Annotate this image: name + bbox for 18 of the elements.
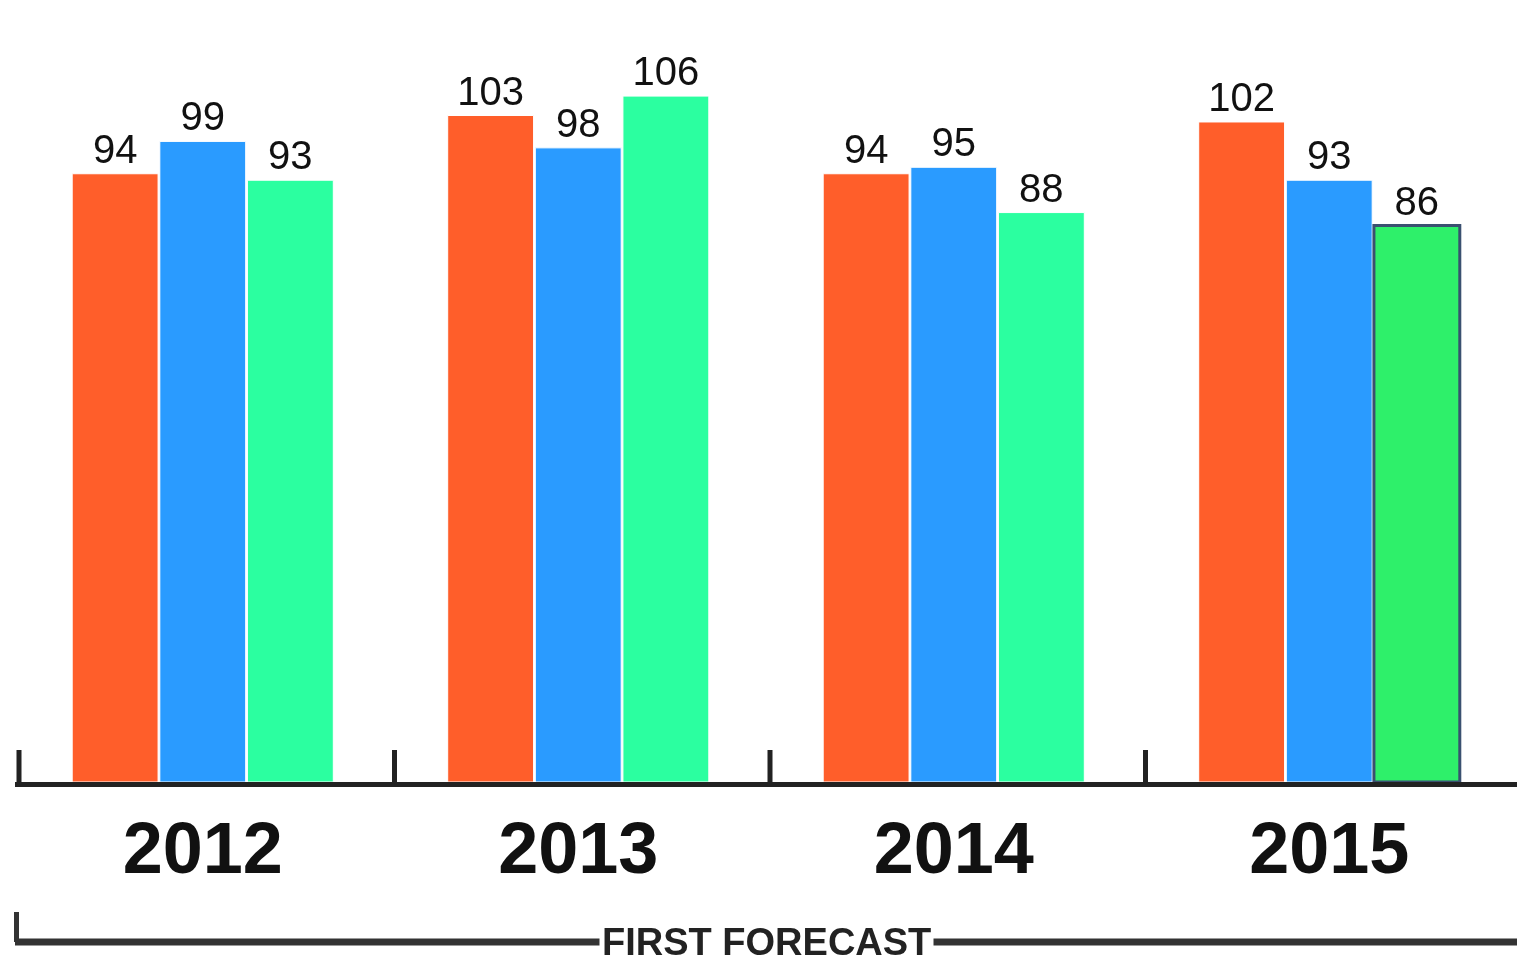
x-tick-label: 2013 xyxy=(498,808,659,889)
x-tick-label: 2014 xyxy=(873,808,1034,889)
x-tick-label: 2015 xyxy=(1249,808,1410,889)
data-label: 93 xyxy=(1307,133,1352,178)
bar xyxy=(1372,224,1462,782)
text: FIRST FORECAST xyxy=(602,921,932,963)
data-label: 102 xyxy=(1208,74,1276,119)
data-label: 103 xyxy=(457,68,525,113)
data-label: 88 xyxy=(1019,165,1064,210)
data-label: 94 xyxy=(843,126,889,171)
data-label: 86 xyxy=(1394,178,1440,223)
data-label: 99 xyxy=(180,94,225,139)
data-label: 95 xyxy=(931,120,976,165)
data-label: 106 xyxy=(632,49,700,94)
data-label: 93 xyxy=(268,133,313,178)
data-label: 98 xyxy=(556,100,601,145)
x-tick-label: 2012 xyxy=(122,808,283,889)
data-label: 94 xyxy=(92,126,138,171)
